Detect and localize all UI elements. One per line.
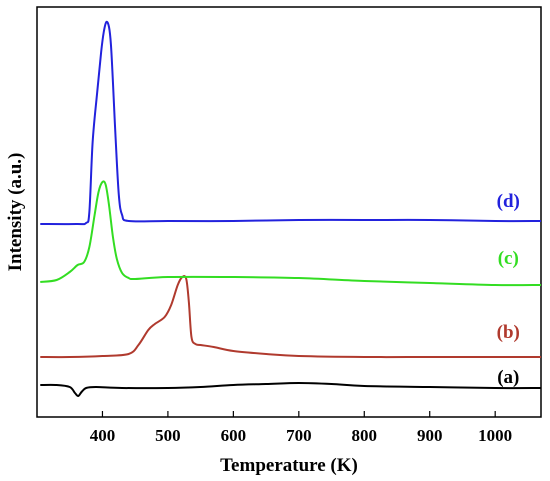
series-label-c: (c) [498, 248, 519, 269]
series-label-d: (d) [497, 191, 520, 212]
series-line-a [40, 382, 542, 397]
series-line-d [40, 20, 542, 226]
series-line-b [40, 275, 541, 359]
x-tick-label-400: 400 [90, 426, 116, 445]
x-tick-label-500: 500 [155, 426, 181, 445]
series-label-a: (a) [497, 367, 519, 388]
x-tick-label-600: 600 [221, 426, 247, 445]
series-line-c [40, 180, 542, 287]
x-tick-label-800: 800 [352, 426, 378, 445]
plot-frame [36, 6, 542, 418]
x-tick-label-1000: 1000 [478, 426, 512, 445]
y-axis-title: Intensity (a.u.) [5, 153, 26, 272]
x-tick-label-700: 700 [286, 426, 312, 445]
x-tick-label-900: 900 [417, 426, 443, 445]
series-label-b: (b) [497, 322, 520, 343]
series-labels: (a) (b) (c) (d) [497, 191, 520, 388]
x-axis: 400 500 600 700 800 900 1000 [90, 411, 512, 445]
x-axis-title: Temperature (K) [220, 455, 358, 476]
series-layer [40, 20, 542, 397]
